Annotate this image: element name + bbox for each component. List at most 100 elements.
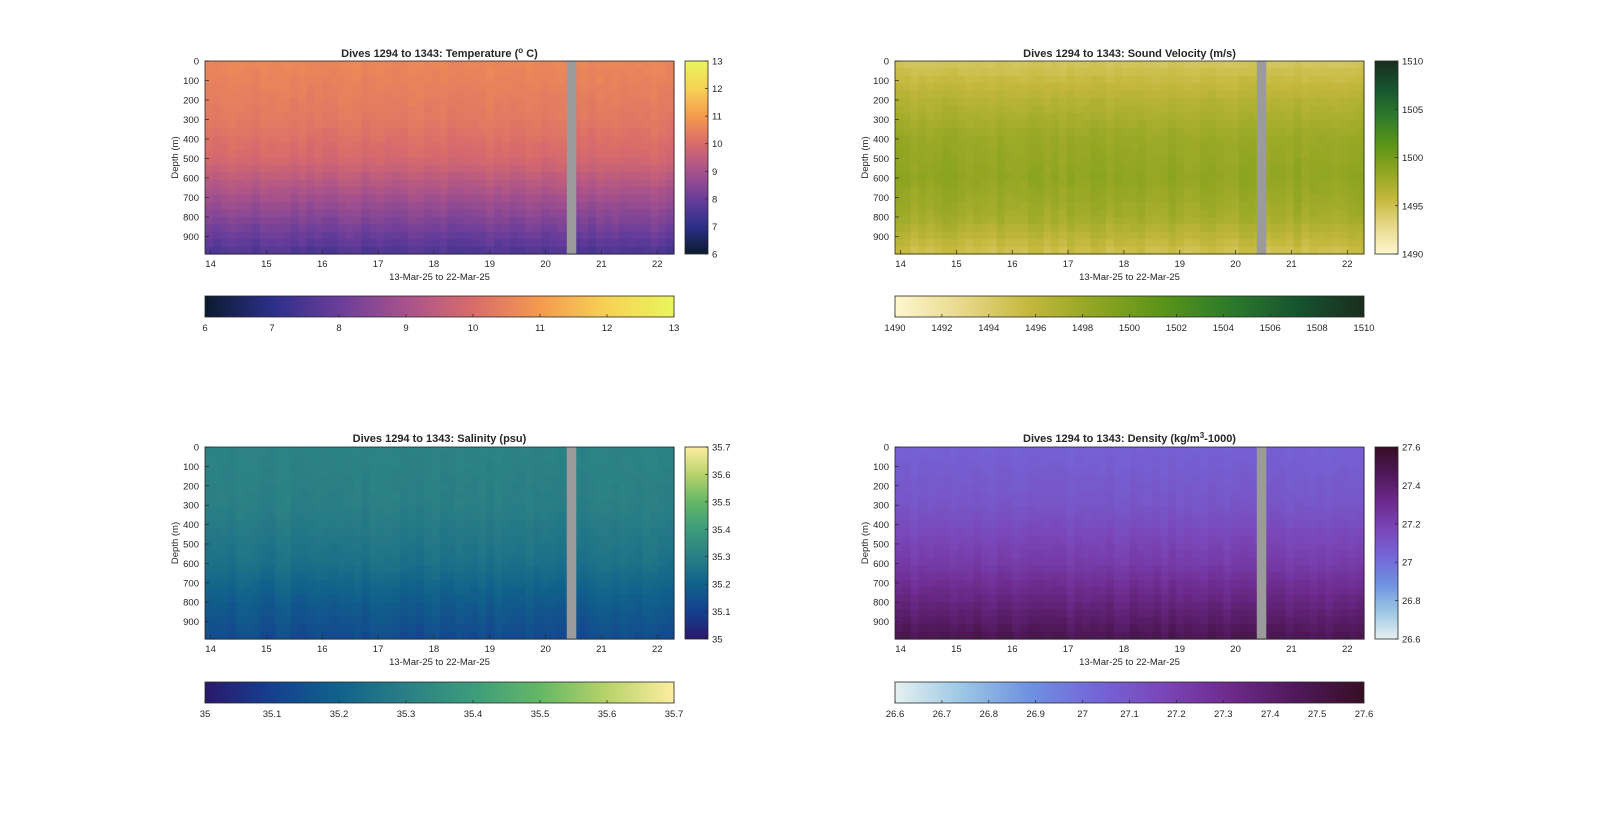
heatmap-cell [533,476,542,485]
heatmap-cell [353,172,362,181]
heatmap-cell [910,224,920,233]
heatmap-cell [423,164,433,173]
colorbar-h-tick-label: 12 [602,323,613,334]
heatmap-cell [283,535,292,544]
heatmap-cell [244,187,253,196]
heatmap-cell [926,120,935,129]
heatmap-cell [259,579,269,588]
heatmap-cell [941,209,951,218]
heatmap-cell [447,187,456,196]
heatmap-cell [205,112,214,121]
heatmap-cell [1066,150,1076,159]
heatmap-cell [1285,246,1295,255]
heatmap-cell [902,609,912,618]
heatmap-cell [306,594,316,603]
heatmap-cell [486,187,495,196]
heatmap-cell [494,90,503,99]
heatmap-cell [642,127,652,136]
heatmap-cell [1332,61,1342,70]
heatmap-cell [478,565,487,574]
heatmap-cell [1035,216,1045,225]
heatmap-cell [1356,135,1365,144]
heatmap-cell [666,135,675,144]
heatmap-cell [1356,142,1365,151]
heatmap-cell [283,506,292,515]
heatmap-cell [1020,105,1029,114]
heatmap-cell [251,587,261,596]
heatmap-cell [494,587,503,596]
heatmap-cell [322,224,331,233]
heatmap-cell [988,68,998,77]
heatmap-cell [267,98,276,107]
heatmap-cell [447,476,456,485]
heatmap-cell [290,557,300,566]
heatmap-cell [603,476,613,485]
heatmap-cell [533,202,542,211]
heatmap-cell [439,506,448,515]
heatmap-cell [556,513,566,522]
heatmap-cell [509,216,519,225]
heatmap-cell [634,61,644,70]
heatmap-cell [517,120,527,129]
heatmap-cell [595,491,605,500]
heatmap-cell [1223,127,1232,136]
heatmap-cell [949,83,959,92]
heatmap-cell [345,557,355,566]
heatmap-cell [400,187,409,196]
heatmap-cell [996,246,1006,255]
heatmap-cell [1223,216,1232,225]
heatmap-cell [408,483,417,492]
heatmap-cell [658,520,667,529]
heatmap-cell [1059,209,1068,218]
heatmap-cell [330,461,339,470]
heatmap-cell [634,194,644,203]
heatmap-cell [949,75,959,84]
heatmap-cell [205,98,214,107]
heatmap-cell [1285,105,1295,114]
heatmap-cell [267,209,276,218]
heatmap-cell [251,476,261,485]
heatmap-cell [517,231,527,240]
heatmap-cell [244,150,253,159]
y-tick-label: 100 [183,76,199,87]
heatmap-cell [941,172,951,181]
y-tick-label: 500 [183,539,199,550]
heatmap-cell [314,209,323,218]
heatmap-cell [244,216,253,225]
heatmap-cell [1129,135,1138,144]
heatmap-cell [205,594,214,603]
heatmap-cell [517,476,527,485]
heatmap-cell [220,164,230,173]
heatmap-cell [595,565,605,574]
heatmap-cell [275,75,284,84]
heatmap-cell [1356,127,1365,136]
heatmap-cell [1129,164,1138,173]
heatmap-cell [298,105,308,114]
heatmap-cell [447,179,456,188]
heatmap-cell [595,631,605,640]
heatmap-cell [619,61,628,70]
heatmap-cell [1176,120,1185,129]
heatmap-cell [251,187,261,196]
heatmap-cell [619,202,628,211]
heatmap-cell [996,209,1006,218]
heatmap-cell [509,550,519,559]
heatmap-cell [314,112,323,121]
heatmap-cell [1340,75,1349,84]
heatmap-cell [556,550,566,559]
heatmap-cell [423,112,433,121]
heatmap-cell [611,520,620,529]
heatmap-cell [941,231,951,240]
heatmap-cell [322,616,331,625]
heatmap-cell [416,150,425,159]
heatmap-cell [1324,194,1334,203]
heatmap-cell [330,557,339,566]
colorbar-vertical [1374,60,1399,255]
heatmap-cell [517,535,527,544]
heatmap-cell [337,624,347,633]
heatmap-cell [1035,142,1045,151]
heatmap-cell [416,216,425,225]
heatmap-cell [290,194,300,203]
heatmap-cell [283,239,292,248]
heatmap-cell [650,216,659,225]
